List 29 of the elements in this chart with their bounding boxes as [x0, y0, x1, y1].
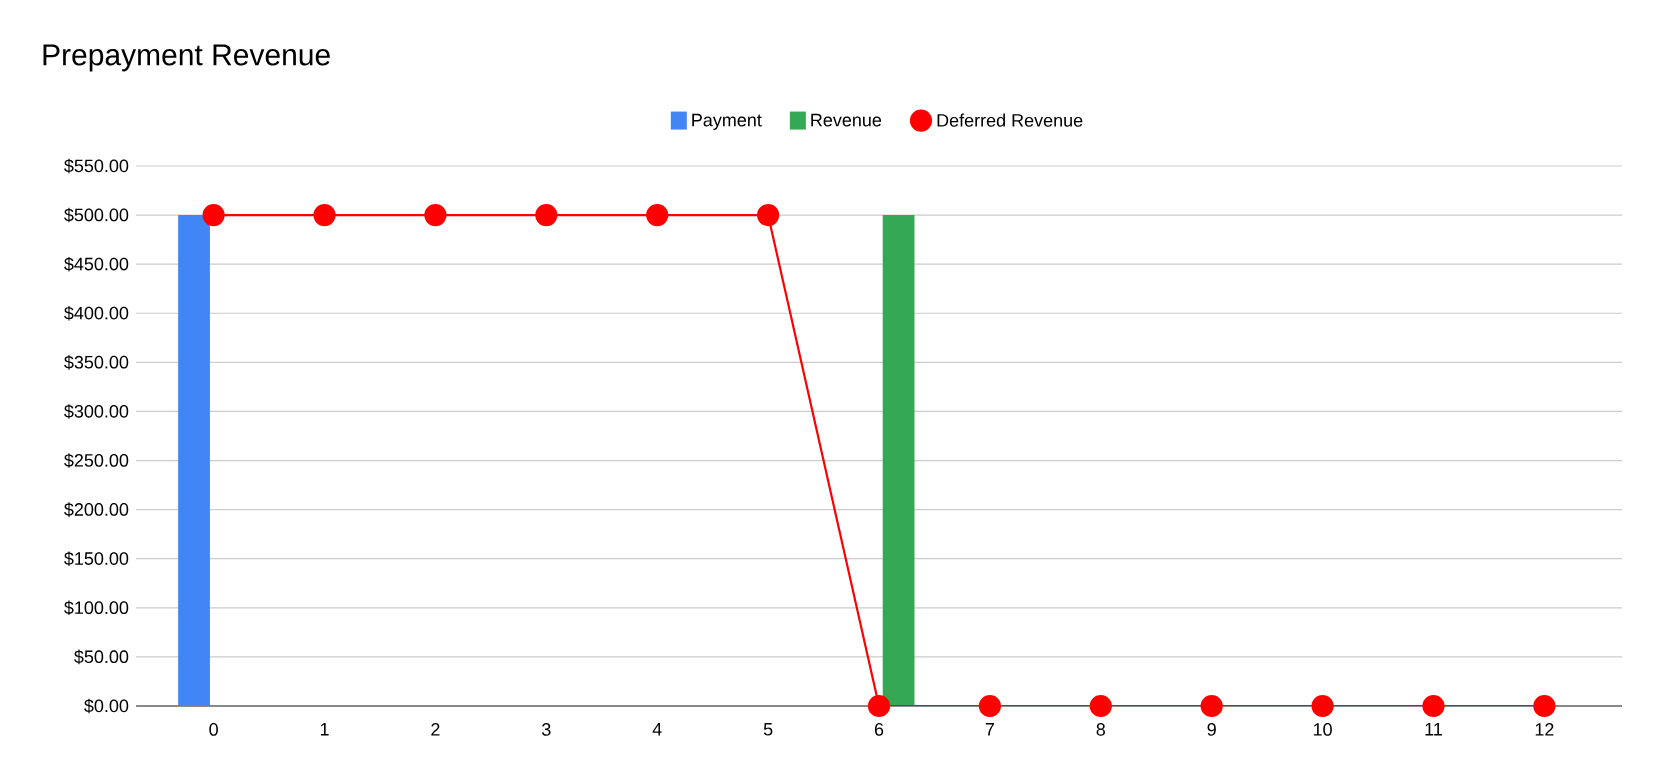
- y-tick-label: $450.00: [64, 256, 129, 272]
- x-tick-label: 12: [1535, 723, 1554, 736]
- x-tick-label: 9: [1207, 723, 1216, 736]
- legend-label: Revenue: [811, 113, 882, 127]
- y-tick-label: $150.00: [64, 551, 129, 567]
- legend-label: Deferred Revenue: [937, 113, 1083, 127]
- x-tick-label: 8: [1096, 723, 1106, 736]
- chart-title: Prepayment Revenue: [43, 44, 330, 72]
- y-tick-label: $50.00: [74, 649, 129, 665]
- y-tick-label: $0.00: [84, 698, 129, 714]
- y-tick-label: $550.00: [64, 158, 129, 174]
- x-tick-label: 1: [320, 723, 329, 736]
- y-tick-label: $400.00: [64, 305, 129, 321]
- x-tick-label: 4: [652, 723, 662, 736]
- x-tick-label: 11: [1425, 723, 1442, 736]
- x-tick-label: 10: [1313, 723, 1332, 736]
- y-tick-label: $300.00: [64, 404, 129, 419]
- x-tick-label: 0: [209, 723, 218, 736]
- y-tick-label: $350.00: [64, 355, 129, 370]
- y-tick-label: $250.00: [64, 453, 129, 468]
- legend-label: Payment: [692, 113, 762, 130]
- x-tick-label: 2: [431, 723, 440, 736]
- x-tick-label: 5: [763, 723, 773, 736]
- y-tick-label: $200.00: [64, 502, 129, 517]
- x-tick-label: 6: [874, 723, 884, 736]
- y-tick-label: $100.00: [64, 600, 129, 616]
- x-tick-label: 7: [985, 723, 994, 736]
- y-tick-label: $500.00: [64, 207, 129, 223]
- x-tick-label: 3: [542, 723, 551, 736]
